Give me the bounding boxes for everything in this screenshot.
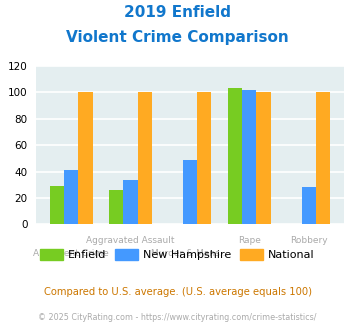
Bar: [256, 92, 271, 224]
Text: Rape: Rape: [238, 236, 261, 245]
Text: Aggravated Assault: Aggravated Assault: [86, 236, 175, 245]
Bar: [124, 180, 138, 224]
Bar: [64, 170, 78, 224]
Text: Violent Crime Comparison: Violent Crime Comparison: [66, 30, 289, 45]
Bar: [316, 92, 330, 224]
Bar: [183, 160, 197, 224]
Text: © 2025 CityRating.com - https://www.cityrating.com/crime-statistics/: © 2025 CityRating.com - https://www.city…: [38, 313, 317, 322]
Bar: [109, 190, 124, 224]
Bar: [242, 90, 256, 224]
Text: All Violent Crime: All Violent Crime: [33, 249, 109, 258]
Text: Compared to U.S. average. (U.S. average equals 100): Compared to U.S. average. (U.S. average …: [44, 287, 311, 297]
Bar: [302, 187, 316, 224]
Bar: [197, 92, 211, 224]
Legend: Enfield, New Hampshire, National: Enfield, New Hampshire, National: [36, 245, 319, 265]
Bar: [138, 92, 152, 224]
Text: 2019 Enfield: 2019 Enfield: [124, 5, 231, 20]
Text: Murder & Mans...: Murder & Mans...: [151, 249, 229, 258]
Bar: [78, 92, 93, 224]
Text: Robbery: Robbery: [290, 236, 328, 245]
Bar: [228, 88, 242, 224]
Bar: [50, 186, 64, 224]
